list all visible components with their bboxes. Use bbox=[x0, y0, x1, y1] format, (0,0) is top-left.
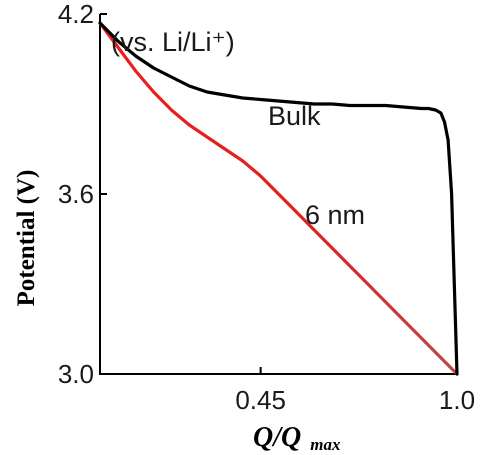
series-line-bulk bbox=[98, 21, 459, 376]
reference-annotation: (vs. Li/Li⁺) bbox=[111, 27, 235, 57]
plot-area: 3.0 3.6 4.2 0.45 1.0 bbox=[58, 0, 475, 415]
y-tick-label: 4.2 bbox=[58, 0, 94, 29]
y-axis-label: Potential (V) bbox=[13, 170, 40, 307]
series-label-bulk: Bulk bbox=[268, 101, 321, 131]
series-label-6nm: 6 nm bbox=[305, 200, 365, 230]
series-line-6nm bbox=[98, 21, 459, 376]
x-axis-label-subscript: max bbox=[310, 435, 341, 454]
x-axis-label-main: Q/Q bbox=[253, 422, 301, 453]
x-tick-label: 1.0 bbox=[439, 385, 475, 415]
x-axis-label: Q/Q max bbox=[253, 422, 341, 454]
x-tick-label: 0.45 bbox=[235, 385, 286, 415]
y-ticks: 3.0 3.6 4.2 bbox=[58, 0, 107, 389]
y-tick-label: 3.6 bbox=[58, 179, 94, 209]
y-tick-label: 3.0 bbox=[58, 359, 94, 389]
series-layer bbox=[98, 21, 459, 376]
x-ticks: 0.45 1.0 bbox=[235, 367, 475, 415]
